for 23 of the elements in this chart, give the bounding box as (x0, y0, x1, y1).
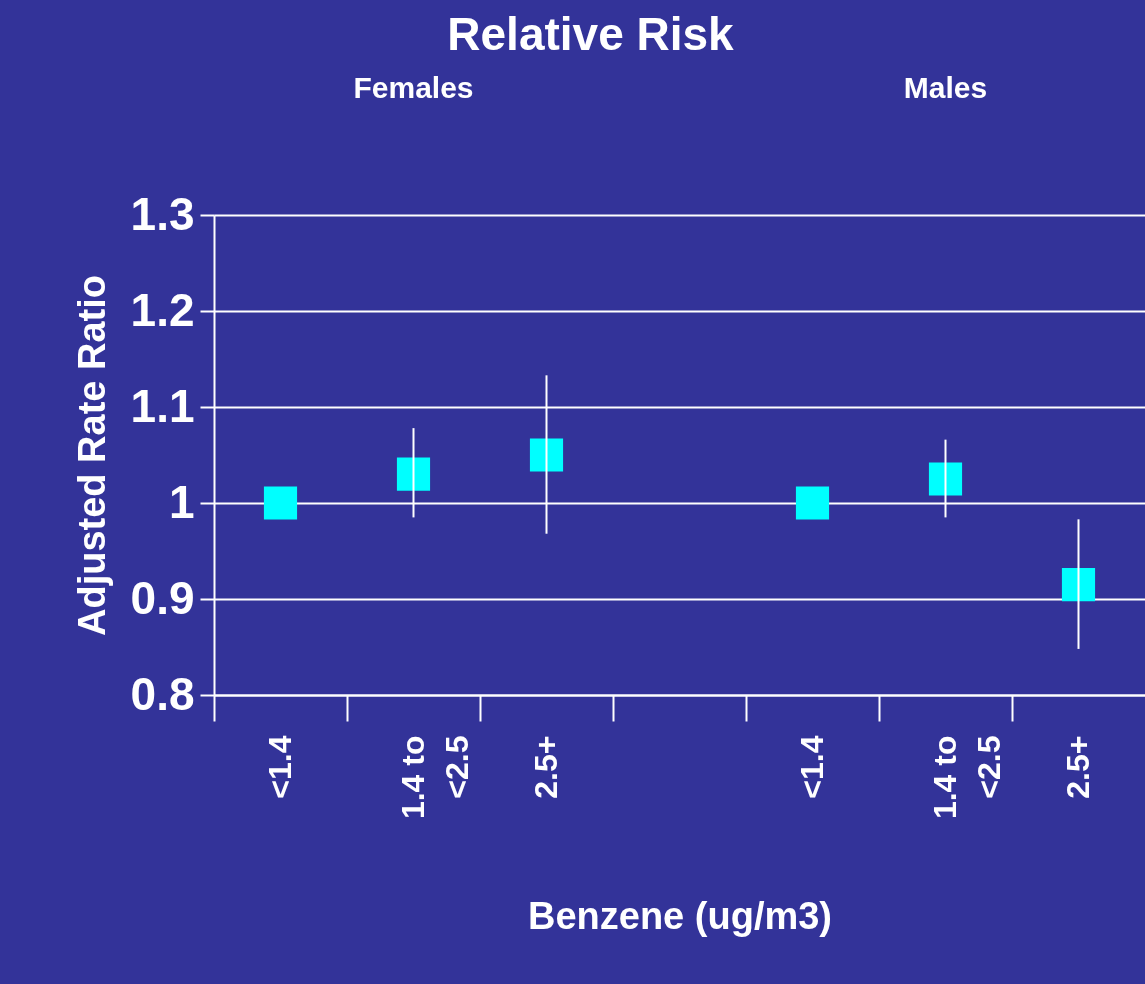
point (795, 486, 830, 520)
y-tick-label: 1.1 (130, 379, 195, 432)
y-tick-label: 1.2 (130, 283, 195, 336)
text: Females (353, 71, 474, 104)
x-tick-label: 1.4 to <2.5 (394, 735, 475, 820)
y-tick-label: 0.9 (130, 571, 195, 624)
point (928, 462, 963, 496)
point (263, 486, 298, 520)
point (1061, 568, 1096, 602)
x-tick-label: <1.4 (793, 735, 830, 799)
y-tick-label: 1.3 (130, 187, 195, 240)
chart-title: Relative Risk (447, 8, 735, 60)
x-tick-label: 2.5+ (527, 735, 564, 799)
x-tick-label: <1.4 (261, 735, 298, 799)
point (396, 457, 431, 491)
point (529, 438, 564, 472)
x-tick-label: 1.4 to <2.5 (926, 735, 1007, 820)
y-axis-title: Adjusted Rate Ratio (70, 274, 113, 637)
x-tick-label: 2.5+ (1059, 735, 1096, 799)
y-tick-label: 1 (168, 475, 195, 528)
x-axis-title: Benzene (ug/m3) (527, 895, 833, 938)
y-tick-label: 0.8 (130, 667, 195, 720)
text: Males (903, 71, 988, 104)
